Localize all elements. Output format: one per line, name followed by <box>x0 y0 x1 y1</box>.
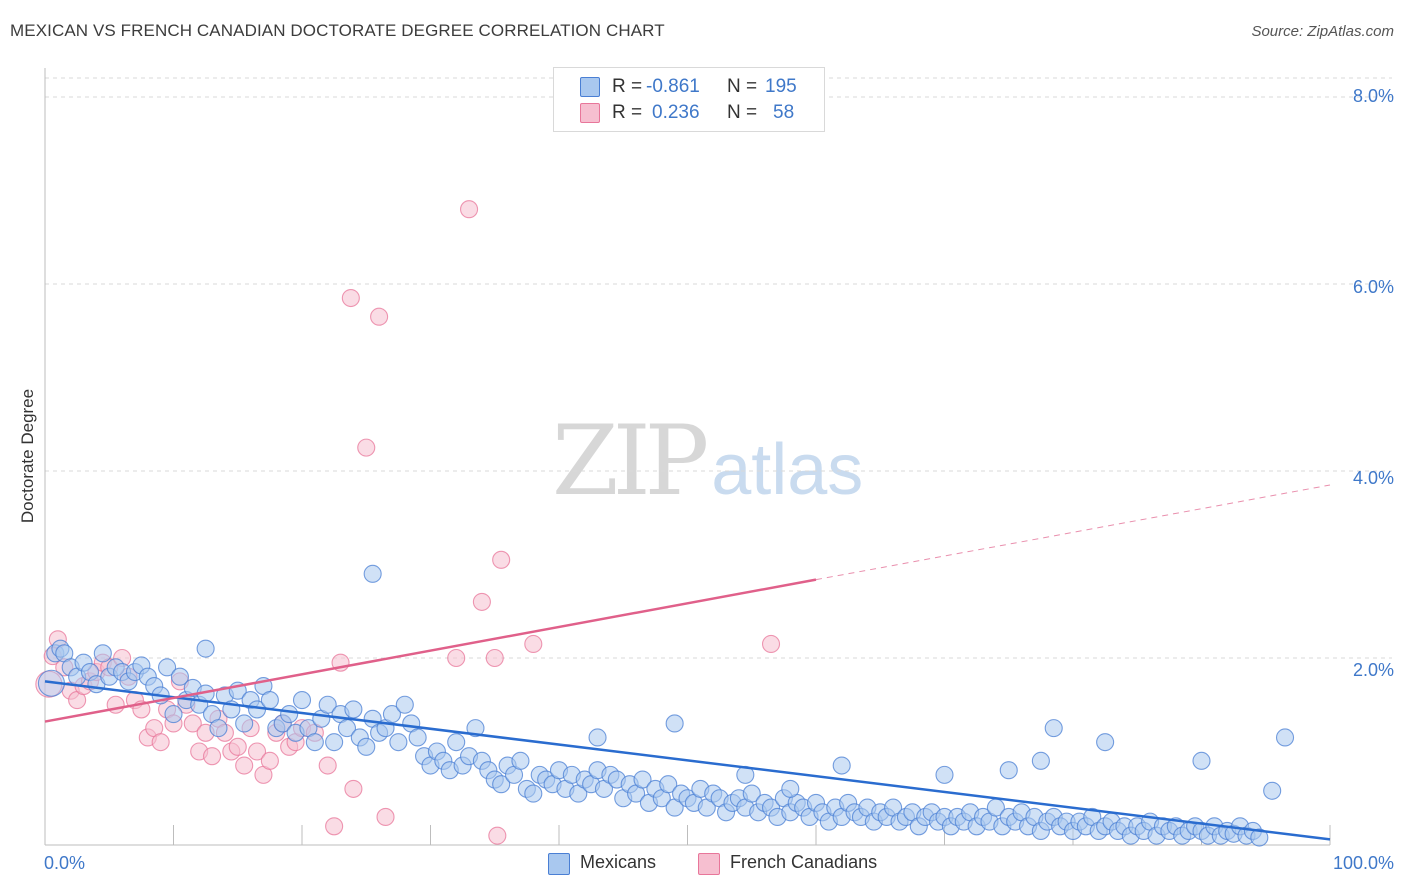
legend-r-value-french-canadians: 0.236 <box>652 102 700 123</box>
legend-swatch-mexicans <box>580 77 600 97</box>
mexicans-point <box>408 728 427 747</box>
mexicans-point <box>170 667 189 686</box>
french-canadians-point <box>247 742 267 761</box>
legend-swatch-french-canadians <box>580 103 600 123</box>
mexicans-point <box>260 691 279 710</box>
y-tick-label-2: 2.0% <box>1352 660 1394 680</box>
french-canadians-trend-line <box>44 578 817 723</box>
y-tick-label-6: 6.0% <box>1352 277 1394 297</box>
french-canadians-point <box>761 634 781 654</box>
mexicans-point <box>633 770 652 789</box>
mexicans-point <box>389 733 408 752</box>
french-canadians-point <box>459 200 479 219</box>
legend-n-label: N = <box>727 102 758 123</box>
french-canadians-point <box>151 733 170 752</box>
mexicans-point <box>164 705 183 724</box>
series-legend: Mexicans French Canadians <box>0 851 1406 877</box>
source-label: Source: ZipAtlas.com <box>1251 23 1394 40</box>
french-canadians-point <box>260 751 279 770</box>
french-canadians-point <box>341 288 360 308</box>
mexicans-point <box>659 775 678 794</box>
mexicans-point <box>344 700 363 719</box>
mexicans-point <box>588 728 607 747</box>
mexicans-point <box>665 714 684 733</box>
french-canadians-point <box>370 307 389 326</box>
legend-swatch-french-canadians <box>698 853 720 875</box>
mexicans-point <box>742 784 761 803</box>
x-tick-label-max: 100.0% <box>1332 853 1394 873</box>
mexicans-point <box>511 751 530 770</box>
mexicans-point <box>209 719 228 738</box>
french-canadians-point <box>472 592 491 611</box>
mexicans-point <box>781 779 800 798</box>
french-canadians-point <box>203 747 222 766</box>
mexicans-point <box>1192 751 1211 770</box>
legend-n-value-french-canadians: 58 <box>773 102 795 123</box>
mexicans-point <box>1044 719 1063 738</box>
mexicans-point <box>524 784 543 803</box>
french-canadians-point <box>447 648 466 668</box>
watermark: ZIP atlas <box>552 405 863 517</box>
french-canadians-point <box>376 807 395 827</box>
french-canadians-point <box>325 817 344 836</box>
mexicans-point <box>93 644 112 663</box>
legend-n-value-mexicans: 195 <box>765 76 797 97</box>
french-canadians-point <box>183 714 202 733</box>
mexicans-point <box>280 705 299 724</box>
mexicans-point <box>999 761 1018 780</box>
y-tick-label-4: 4.0% <box>1352 468 1394 488</box>
mexicans-point <box>1031 751 1050 770</box>
french-canadians-point <box>485 648 504 668</box>
mexicans-point <box>196 639 215 658</box>
mexicans-point <box>357 737 376 756</box>
mexicans-point <box>305 733 324 752</box>
mexicans-point <box>1263 781 1282 800</box>
french-canadians-point <box>492 550 511 569</box>
mexicans-point <box>492 775 511 794</box>
correlation-legend: R = -0.861 N = 195 R = 0.236 N = 58 <box>553 67 825 132</box>
mexicans-point <box>935 765 954 784</box>
french-canadians-point <box>488 826 507 845</box>
mexicans-trend-line <box>44 680 1331 841</box>
mexicans-point <box>1275 728 1295 747</box>
legend-swatch-mexicans <box>548 853 570 875</box>
french-canadians-point <box>318 756 337 775</box>
mexicans-point <box>1096 733 1115 752</box>
chart-title: MEXICAN VS FRENCH CANADIAN DOCTORATE DEG… <box>10 21 665 40</box>
mexicans-point <box>363 564 382 583</box>
mexicans-point <box>1250 828 1269 847</box>
french-canadians-point <box>228 737 247 756</box>
y-tick-label-8: 8.0% <box>1352 86 1394 106</box>
legend-r-value-mexicans: -0.861 <box>646 76 700 97</box>
mexicans-point <box>325 733 344 752</box>
watermark-zip: ZIP <box>552 405 709 517</box>
legend-label-mexicans: Mexicans <box>580 852 657 872</box>
x-tick-label-min: 0.0% <box>44 853 86 873</box>
french-canadians-point <box>357 438 376 457</box>
french-canadians-trend-extension <box>815 484 1331 581</box>
legend-r-label: R = <box>612 76 643 97</box>
mexicans-point <box>382 705 402 724</box>
mexicans-point <box>292 691 312 710</box>
mexicans-point <box>395 695 414 714</box>
french-canadians-point <box>524 634 543 654</box>
french-canadians-point <box>235 756 254 775</box>
mexicans-point <box>447 733 466 752</box>
legend-n-label: N = <box>727 76 758 97</box>
legend-label-french-canadians: French Canadians <box>730 852 878 872</box>
legend-r-label: R = <box>612 102 643 123</box>
mexicans-point <box>832 756 851 775</box>
french-canadians-point <box>344 779 363 798</box>
mexicans-point <box>466 719 485 738</box>
mexicans-point <box>235 714 254 733</box>
mexicans-point <box>318 695 337 714</box>
watermark-atlas: atlas <box>711 430 864 510</box>
mexicans-point <box>158 658 177 677</box>
